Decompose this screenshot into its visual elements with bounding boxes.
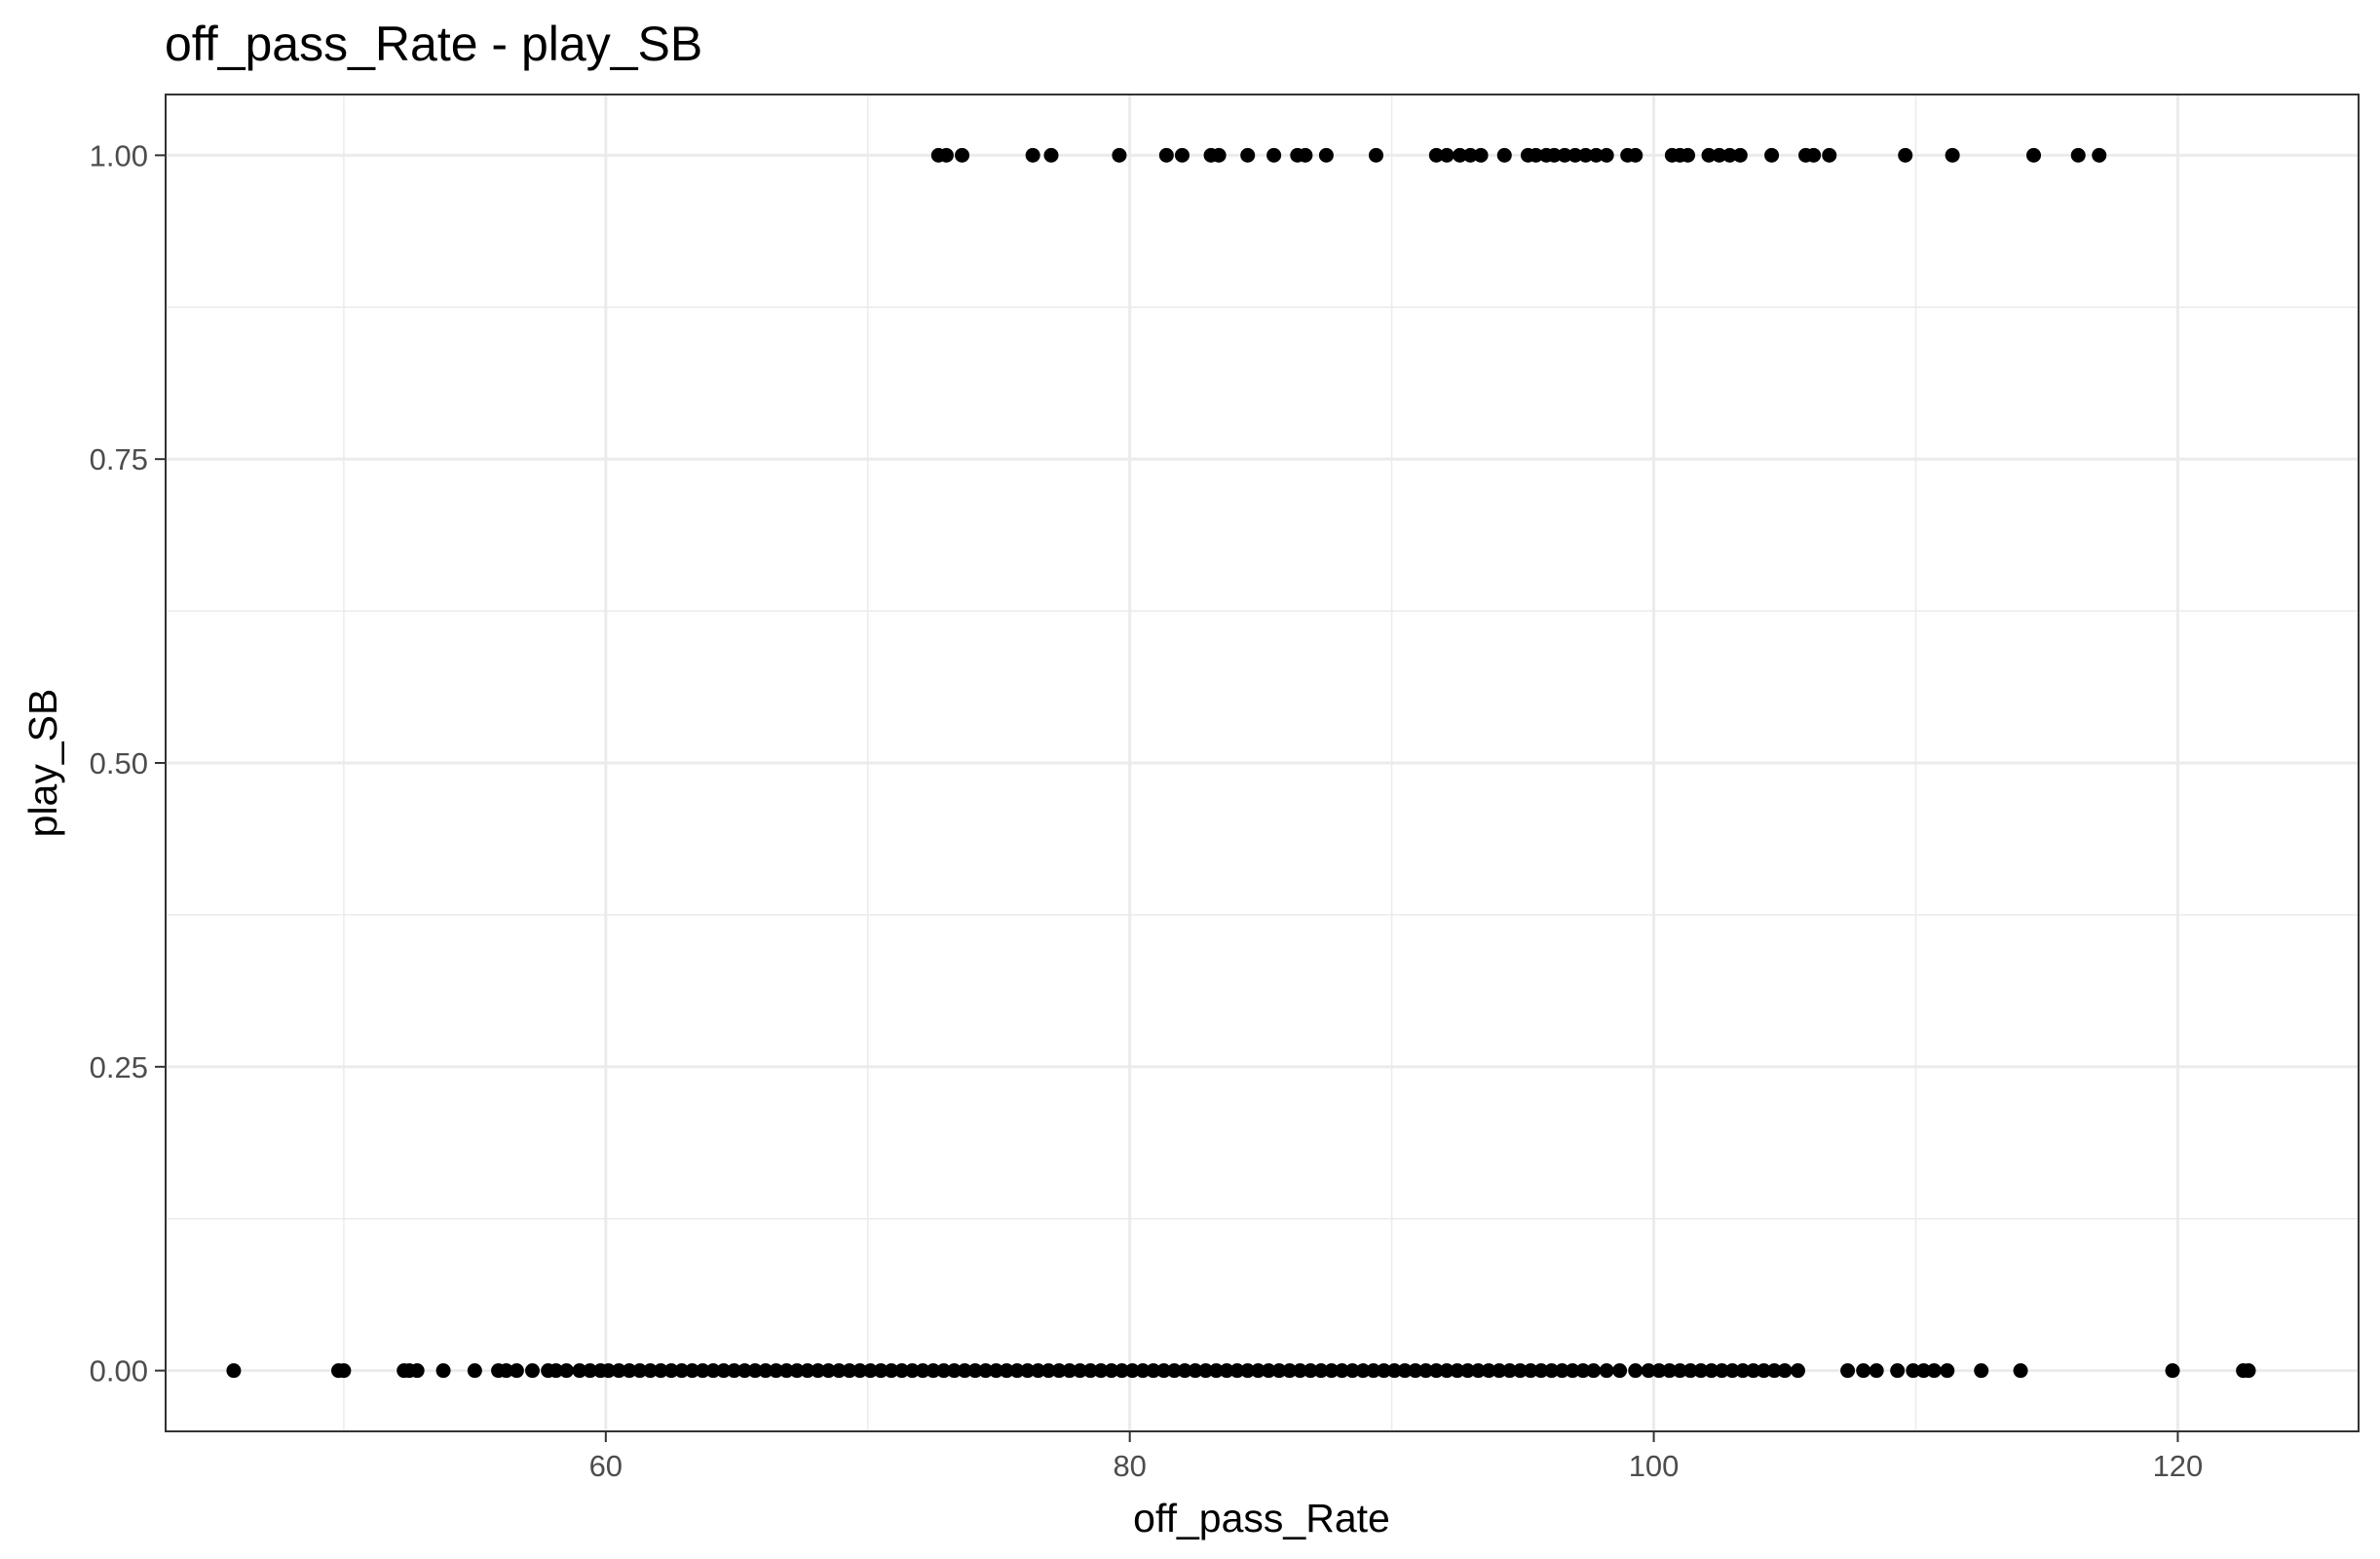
data-point [1212,148,1227,163]
data-point [1044,148,1059,163]
data-point [559,1363,574,1378]
y-tick-label: 0.75 [90,442,148,476]
y-tick-label: 1.00 [90,138,148,172]
data-point [1890,1363,1905,1378]
data-point [468,1363,482,1378]
data-point [1440,148,1454,163]
data-point [1497,148,1512,163]
data-point [2071,148,2086,163]
data-point [1822,148,1836,163]
x-tick-label: 60 [589,1449,623,1483]
data-point [1840,1363,1855,1378]
y-axis-title: play_SB [20,689,65,838]
data-point [1733,148,1748,163]
data-point [410,1363,425,1378]
data-point [510,1363,524,1378]
y-axis-ticks: 0.00 0.25 0.50 0.75 1.00 [90,138,166,1388]
data-point [1974,1363,1988,1378]
data-point [1806,148,1821,163]
data-point [1628,1363,1643,1378]
data-point [1586,1363,1601,1378]
data-point [1112,148,1126,163]
data-point [436,1363,451,1378]
data-point [1298,148,1312,163]
data-point [525,1363,540,1378]
x-tick-label: 100 [1629,1449,1680,1483]
data-point [1946,148,1960,163]
data-point [1778,1363,1793,1378]
data-point [1898,148,1912,163]
data-point [1681,148,1695,163]
data-point [1600,148,1614,163]
data-point [2026,148,2041,163]
data-point [1474,148,1489,163]
data-point [1159,148,1174,163]
data-point [1319,148,1334,163]
x-tick-label: 120 [2153,1449,2204,1483]
data-point [1369,148,1383,163]
x-axis-title: off_pass_Rate [1133,1496,1390,1540]
chart-title: off_pass_Rate - play_SB [165,17,702,71]
data-point [1764,148,1779,163]
data-point [1856,1363,1870,1378]
data-point [1870,1363,1884,1378]
data-point [226,1363,241,1378]
data-point [1927,1363,1942,1378]
y-tick-label: 0.25 [90,1050,148,1084]
data-point [1940,1363,1954,1378]
data-point [1026,148,1040,163]
data-point [336,1363,351,1378]
data-point [1612,1363,1627,1378]
y-tick-label: 0.00 [90,1354,148,1388]
data-point [1175,148,1190,163]
data-point [1628,148,1643,163]
data-point [2242,1363,2256,1378]
data-point [939,148,954,163]
data-point [2014,1363,2028,1378]
data-point [955,148,969,163]
data-point [2092,148,2106,163]
data-point [1791,1363,1805,1378]
x-axis-ticks: 60 80 100 120 [589,1431,2204,1483]
data-point [1600,1363,1614,1378]
data-point [1266,148,1281,163]
x-tick-label: 80 [1113,1449,1146,1483]
data-point [1240,148,1255,163]
data-point [2166,1363,2180,1378]
y-tick-label: 0.50 [90,746,148,780]
